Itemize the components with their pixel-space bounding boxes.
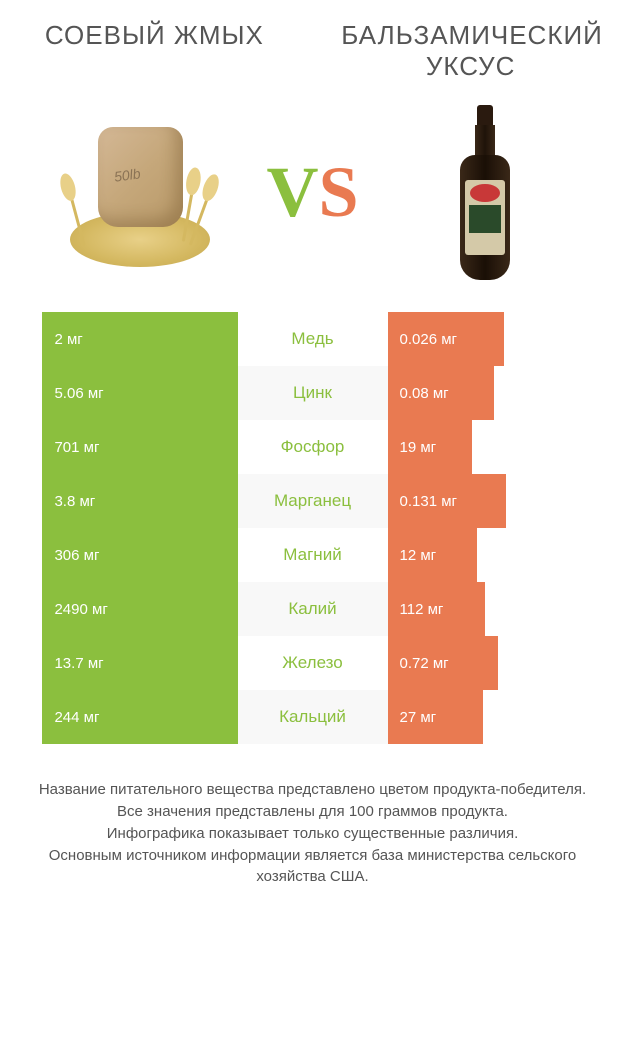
table-row: 2 мгМедь0.026 мг — [25, 312, 600, 366]
bar-wrap-right: 27 мг — [388, 690, 601, 744]
footer-line: Название питательного вещества представл… — [35, 779, 590, 801]
table-row: 701 мгФосфор19 мг — [25, 420, 600, 474]
comparison-table: 2 мгМедь0.026 мг5.06 мгЦинк0.08 мг701 мг… — [25, 312, 600, 744]
bar-wrap-left: 3.8 мг — [25, 474, 238, 528]
bar-right: 0.08 мг — [388, 366, 494, 420]
table-row: 3.8 мгМарганец0.131 мг — [25, 474, 600, 528]
soybean-sack-icon: 50lb — [70, 117, 210, 267]
vs-s: S — [318, 152, 358, 232]
bar-right: 27 мг — [388, 690, 483, 744]
product-images-row: 50lb VS — [25, 97, 600, 287]
table-row: 2490 мгКалий112 мг — [25, 582, 600, 636]
bar-left: 3.8 мг — [42, 474, 237, 528]
footer-line: Инфографика показывает только существенн… — [35, 823, 590, 845]
footer-line: Основным источником информации является … — [35, 845, 590, 889]
bar-right: 0.026 мг — [388, 312, 505, 366]
table-row: 244 мгКальций27 мг — [25, 690, 600, 744]
table-row: 5.06 мгЦинк0.08 мг — [25, 366, 600, 420]
bar-wrap-left: 701 мг — [25, 420, 238, 474]
nutrient-label: Фосфор — [238, 420, 388, 474]
nutrient-label: Медь — [238, 312, 388, 366]
footer-line: Все значения представлены для 100 граммо… — [35, 801, 590, 823]
footer-notes: Название питательного вещества представл… — [25, 779, 600, 888]
bar-wrap-left: 306 мг — [25, 528, 238, 582]
nutrient-label: Цинк — [238, 366, 388, 420]
product-image-left: 50lb — [25, 97, 255, 287]
bar-left: 2490 мг — [42, 582, 237, 636]
bar-right: 0.72 мг — [388, 636, 498, 690]
vs-v: V — [266, 152, 318, 232]
bar-left: 701 мг — [42, 420, 237, 474]
bar-right: 12 мг — [388, 528, 477, 582]
nutrient-label: Магний — [238, 528, 388, 582]
bar-wrap-right: 0.026 мг — [388, 312, 601, 366]
bar-wrap-right: 0.131 мг — [388, 474, 601, 528]
bar-wrap-right: 12 мг — [388, 528, 601, 582]
titles-row: СОЕВЫЙ ЖМЫХ БАЛЬЗАМИЧЕСКИЙ УКСУС — [25, 20, 600, 82]
bar-left: 5.06 мг — [42, 366, 237, 420]
title-right: БАЛЬЗАМИЧЕСКИЙ УКСУС — [341, 20, 600, 82]
bar-wrap-left: 5.06 мг — [25, 366, 238, 420]
nutrient-label: Железо — [238, 636, 388, 690]
nutrient-label: Кальций — [238, 690, 388, 744]
bar-left: 244 мг — [42, 690, 237, 744]
nutrient-label: Марганец — [238, 474, 388, 528]
table-row: 13.7 мгЖелезо0.72 мг — [25, 636, 600, 690]
bar-wrap-left: 244 мг — [25, 690, 238, 744]
nutrient-label: Калий — [238, 582, 388, 636]
vs-label: VS — [266, 151, 358, 234]
bar-wrap-right: 0.72 мг — [388, 636, 601, 690]
bar-wrap-left: 2 мг — [25, 312, 238, 366]
bar-right: 0.131 мг — [388, 474, 507, 528]
bar-right: 112 мг — [388, 582, 486, 636]
bar-wrap-right: 112 мг — [388, 582, 601, 636]
bar-wrap-left: 2490 мг — [25, 582, 238, 636]
vinegar-bottle-icon — [455, 105, 515, 280]
bar-left: 2 мг — [42, 312, 237, 366]
bar-left: 13.7 мг — [42, 636, 237, 690]
bar-wrap-right: 19 мг — [388, 420, 601, 474]
bar-wrap-left: 13.7 мг — [25, 636, 238, 690]
product-image-right — [370, 97, 600, 287]
table-row: 306 мгМагний12 мг — [25, 528, 600, 582]
title-left: СОЕВЫЙ ЖМЫХ — [25, 20, 284, 82]
bar-right: 19 мг — [388, 420, 473, 474]
bar-wrap-right: 0.08 мг — [388, 366, 601, 420]
bar-left: 306 мг — [42, 528, 237, 582]
